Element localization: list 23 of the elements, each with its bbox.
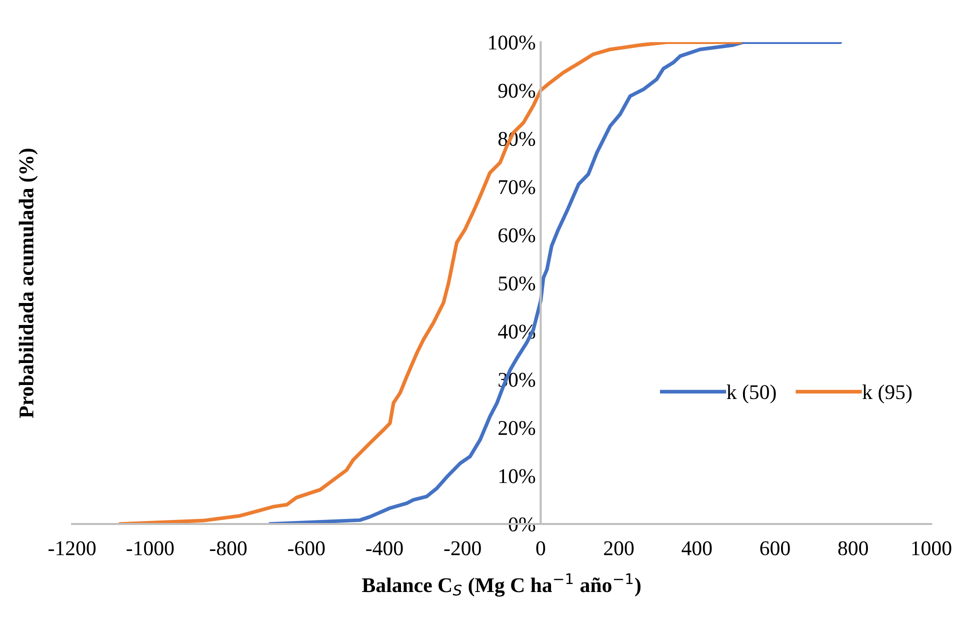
x-axis-title: Balance C$_{S}$ (Mg C ha$^{−1}$ año$^{−1}$) [362,573,640,597]
y-tick-label: 90% [498,84,536,98]
legend-label: k (50) [726,384,776,404]
y-tick-label: 70% [499,180,536,194]
y-axis-title: Probabilidada acumulada (%) [18,148,38,418]
x-tick-label: -200 [444,541,481,556]
x-tick-label: 0 [536,541,546,556]
y-tick-label: 10% [499,469,536,484]
x-tick-label: 1000 [912,541,952,556]
y-tick-label: 60% [498,228,536,242]
x-tick-label: -1000 [126,541,174,556]
x-tick-label: -1200 [48,541,96,556]
x-tick-label: 200 [604,541,634,556]
y-tick-label: 50% [498,276,536,291]
y-tick-label: 100% [489,36,536,50]
x-tick-label: -400 [366,541,403,556]
x-tick-label: 800 [838,541,868,556]
y-tick-label: 20% [498,420,536,436]
x-tick-label: 600 [760,541,790,556]
x-tick-label: -600 [288,541,325,556]
x-tick-label: -800 [210,541,247,556]
legend-label: k (95) [862,384,912,404]
x-tick-label: 400 [682,541,712,556]
